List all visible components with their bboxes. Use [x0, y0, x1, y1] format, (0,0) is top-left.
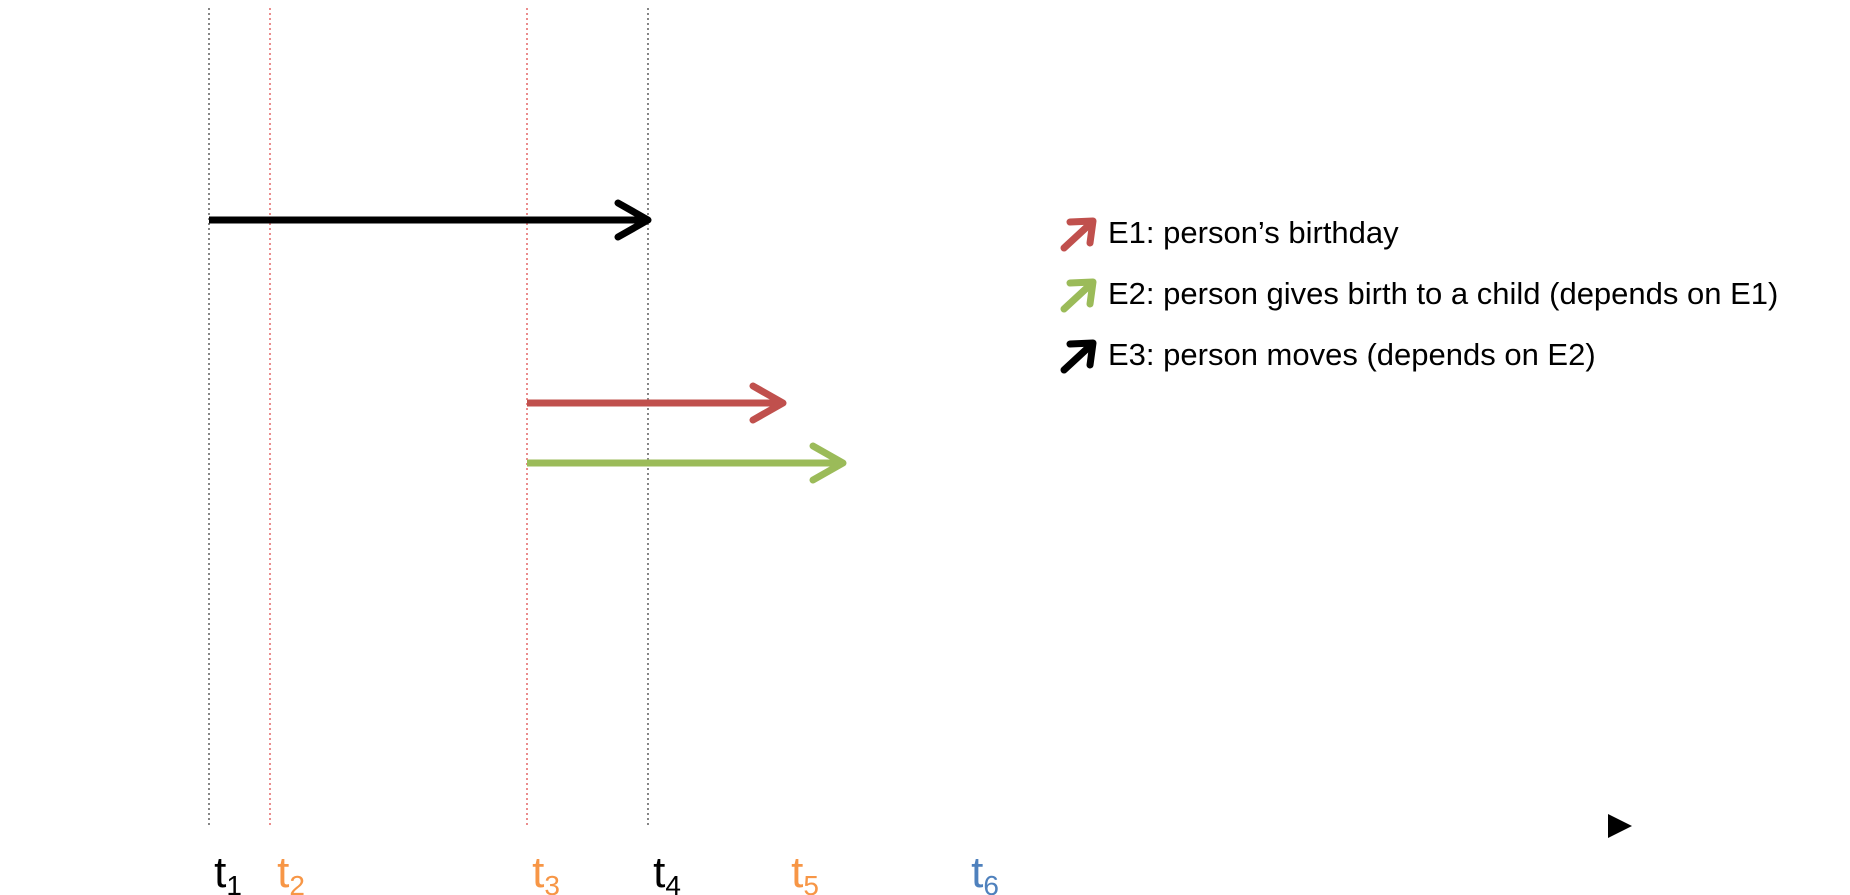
- time-label-t2: t2: [277, 848, 305, 895]
- legend-label: E2: person gives birth to a child (depen…: [1108, 276, 1778, 311]
- time-label-t4: t4: [653, 848, 681, 895]
- event-arrow-E2: [527, 442, 847, 484]
- time-label-t3: t3: [532, 848, 560, 895]
- time-axis: [10, 814, 1632, 838]
- arrow-icon: [1060, 217, 1097, 252]
- arrow-icon: [1060, 278, 1097, 313]
- time-label-t1: t1: [214, 848, 242, 895]
- time-axis-arrowhead: [1608, 814, 1632, 838]
- legend-item-E3: E3: person moves (depends on E2): [1060, 337, 1596, 374]
- time-label-t5: t5: [791, 848, 819, 895]
- time-label-t6: t6: [971, 848, 999, 895]
- event-arrow-E1: [527, 382, 787, 424]
- legend-label: E1: person’s birthday: [1108, 215, 1399, 250]
- time-labels: t1 t2 t3 t4 t5 t6: [214, 848, 999, 895]
- time-markers: [208, 8, 649, 826]
- legend-item-E2: E2: person gives birth to a child (depen…: [1060, 276, 1778, 313]
- legend-item-E1: E1: person’s birthday: [1060, 215, 1399, 252]
- legend: E1: person’s birthday E2: person gives bi…: [1060, 215, 1778, 374]
- event-arrow-E3: [209, 199, 652, 241]
- legend-label: E3: person moves (depends on E2): [1108, 337, 1596, 372]
- arrow-icon: [1060, 339, 1097, 374]
- event-arrows: [209, 199, 847, 484]
